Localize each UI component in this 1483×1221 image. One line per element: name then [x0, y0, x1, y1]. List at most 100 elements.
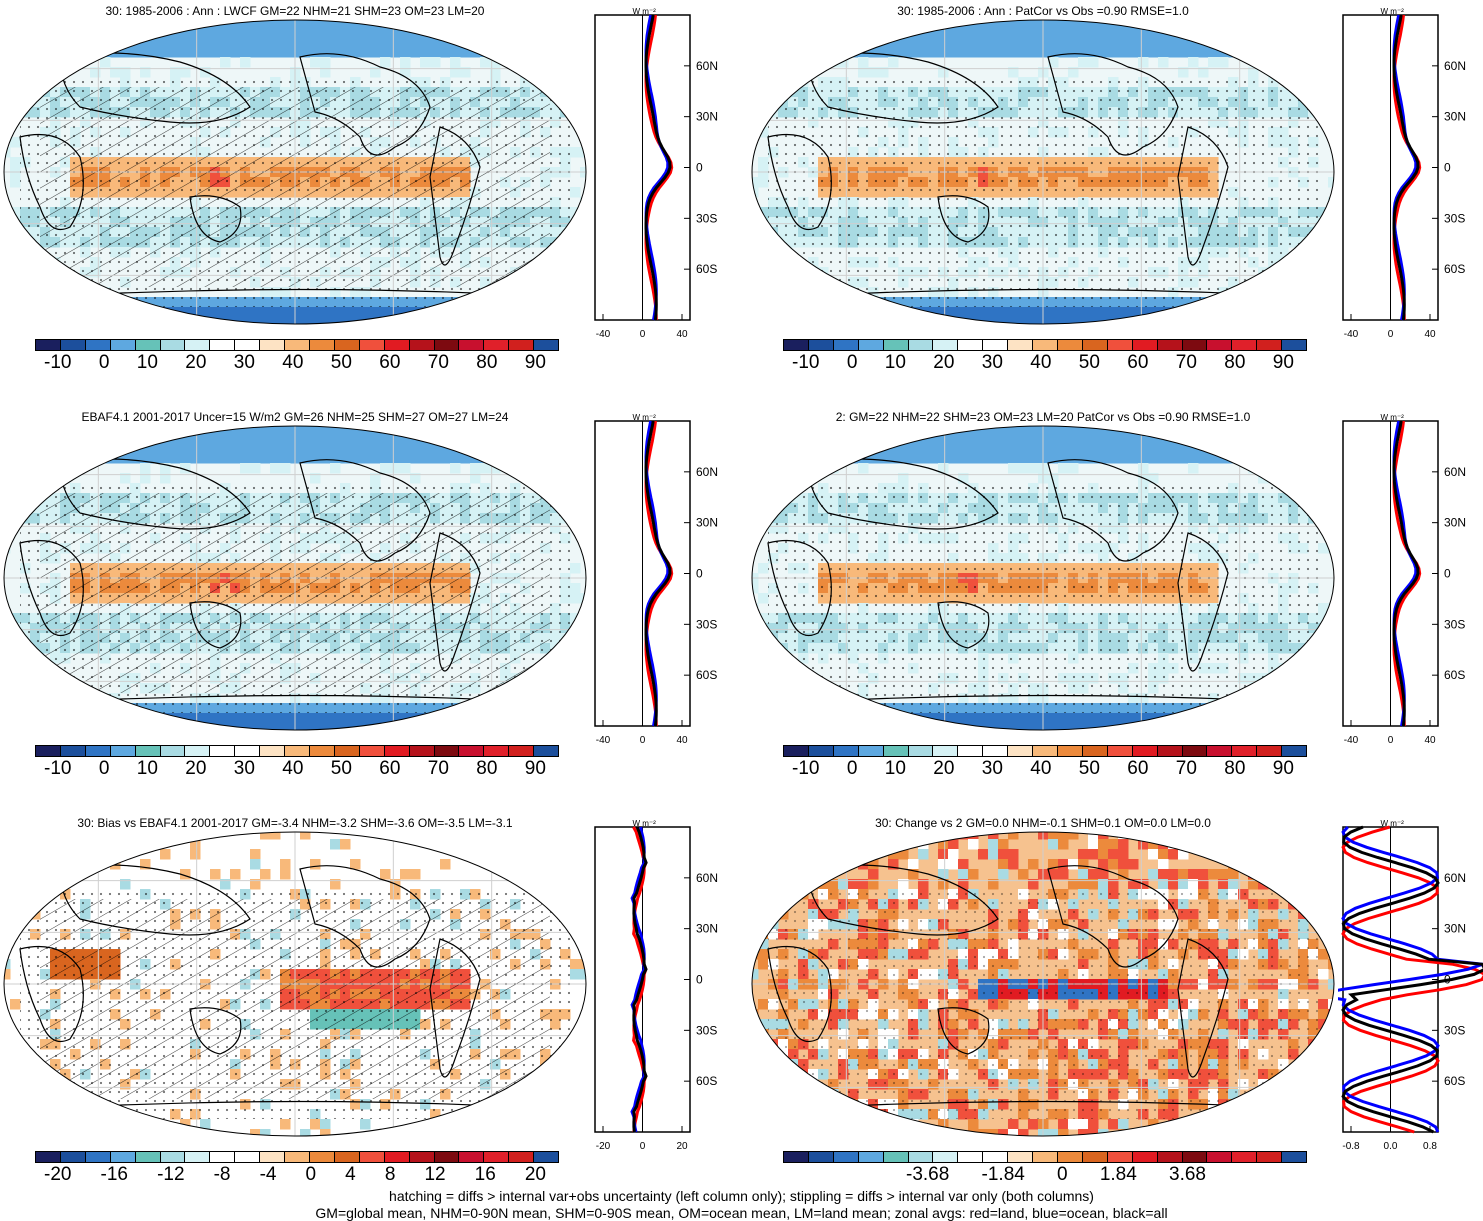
colorbar-swatch — [1082, 340, 1108, 350]
colorbar — [783, 1151, 1307, 1163]
zonal-unit-label: W m⁻² — [633, 819, 657, 828]
colorbar-swatch — [784, 746, 809, 756]
colorbar-swatch — [1182, 1152, 1208, 1162]
panel-title: EBAF4.1 2001-2017 Uncer=15 W/m2 GM=26 NH… — [81, 410, 509, 424]
colorbar-labels: -3.68 -1.84 0 1.84 3.68 — [906, 1164, 1206, 1186]
colorbar-swatch — [334, 746, 360, 756]
colorbar-swatch — [409, 340, 435, 350]
latitude-label: 60S — [696, 668, 717, 682]
zonal-mean-plot: W m⁻² 60N 30N 0 30S 60S -40 0 40 — [594, 7, 718, 340]
panel-title: 30: 1985-2006 : Ann : LWCF GM=22 NHM=21 … — [105, 4, 485, 18]
colorbar-tick-label: 10 — [884, 758, 906, 779]
colorbar-swatch — [85, 746, 111, 756]
colorbar-swatch — [1282, 746, 1307, 756]
latitude-label: 30S — [1444, 1023, 1465, 1037]
colorbar-swatch — [933, 1152, 959, 1162]
zonal-unit-label: W m⁻² — [1381, 819, 1405, 828]
latitude-label: 60S — [1444, 1074, 1465, 1088]
colorbar-swatch — [858, 340, 884, 350]
colorbar-swatch — [459, 746, 485, 756]
colorbar-tick-label: 40 — [1030, 758, 1052, 779]
colorbar-swatch — [509, 340, 535, 350]
colorbar-swatch — [384, 340, 410, 350]
colorbar-tick-label: 60 — [1127, 758, 1149, 779]
colorbar-swatch — [833, 1152, 859, 1162]
colorbar-swatch — [983, 340, 1009, 350]
colorbar-tick-label: 70 — [1175, 352, 1197, 373]
colorbar-swatch — [1232, 746, 1258, 756]
colorbar-swatch — [1257, 746, 1283, 756]
colorbar — [35, 339, 559, 351]
zonal-x-tick-label: 0.0 — [1384, 1141, 1398, 1152]
colorbar-swatch — [85, 1152, 111, 1162]
colorbar-swatch — [958, 746, 984, 756]
latitude-label: 30N — [696, 516, 718, 530]
colorbar-swatch — [1082, 1152, 1108, 1162]
colorbar-swatch — [1182, 746, 1208, 756]
colorbar-swatch — [1132, 1152, 1158, 1162]
zonal-x-tick-label: -40 — [1344, 735, 1359, 746]
colorbar-swatch — [1107, 340, 1133, 350]
colorbar-swatch — [534, 1152, 559, 1162]
colorbar-swatch — [983, 1152, 1009, 1162]
colorbar-labels: -10 0 10 20 30 40 50 60 70 80 90 — [44, 758, 546, 780]
colorbar-swatch — [1107, 746, 1133, 756]
colorbar-swatch — [334, 1152, 360, 1162]
colorbar-tick-label: 40 — [282, 758, 304, 779]
latitude-label: 60N — [1444, 59, 1466, 73]
colorbar-swatch — [808, 340, 834, 350]
colorbar-tick-label: 70 — [427, 352, 449, 373]
colorbar-tick-label: 30 — [233, 758, 255, 779]
latitude-label: 60S — [696, 1074, 717, 1088]
colorbar-swatch — [359, 340, 385, 350]
colorbar-tick-label: -10 — [44, 758, 72, 779]
latitude-label: 0 — [1444, 161, 1451, 175]
colorbar-tick-label: 80 — [1224, 758, 1246, 779]
colorbar — [783, 339, 1307, 351]
colorbar-swatch — [484, 746, 510, 756]
zonal-mean-plot: W m⁻² 60N 30N 0 30S 60S -20 0 20 — [594, 819, 718, 1152]
colorbar-swatch — [858, 1152, 884, 1162]
latitude-label: 0 — [696, 161, 703, 175]
colorbar-swatch — [285, 340, 310, 350]
latitude-label: 60S — [1444, 262, 1465, 276]
colorbar-swatch — [1207, 340, 1233, 350]
colorbar — [35, 745, 559, 757]
colorbar-swatch — [1033, 746, 1058, 756]
colorbar-swatch — [36, 340, 61, 350]
colorbar-swatch — [833, 746, 859, 756]
colorbar-tick-label: 0 — [846, 758, 858, 779]
map-panel-3: EBAF4.1 2001-2017 Uncer=15 W/m2 GM=26 NH… — [0, 406, 735, 796]
colorbar-swatch — [260, 340, 286, 350]
colorbar-tick-label: 10 — [136, 352, 158, 373]
colorbar-tick-label: 30 — [981, 758, 1003, 779]
colorbar-swatch — [933, 746, 959, 756]
colorbar-tick-label: 80 — [476, 352, 498, 373]
colorbar-swatch — [808, 1152, 834, 1162]
footer-line-1: hatching = diffs > internal var+obs unce… — [389, 1188, 1094, 1204]
latitude-label: 60N — [696, 465, 718, 479]
colorbar-swatch — [359, 746, 385, 756]
colorbar-swatch — [484, 1152, 510, 1162]
colorbar-swatch — [334, 340, 360, 350]
colorbar-tick-label: 60 — [379, 352, 401, 373]
colorbar-swatch — [409, 1152, 435, 1162]
zonal-unit-label: W m⁻² — [1381, 413, 1405, 422]
colorbar-swatch — [883, 746, 909, 756]
colorbar-swatch — [160, 746, 186, 756]
colorbar-swatch — [1182, 340, 1208, 350]
colorbar-labels: -10 0 10 20 30 40 50 60 70 80 90 — [792, 352, 1294, 374]
colorbar-tick-label: 20 — [933, 758, 955, 779]
colorbar-swatch — [784, 1152, 809, 1162]
zonal-mean-plot: W m⁻² 60N 30N 0 30S 60S -40 0 40 — [594, 413, 718, 746]
panel-title: 30: Change vs 2 GM=0.0 NHM=-0.1 SHM=0.1 … — [875, 816, 1211, 830]
colorbar-tick-label: 0 — [98, 352, 110, 373]
colorbar-swatch — [36, 746, 61, 756]
latitude-label: 30N — [696, 922, 718, 936]
panel-title: 2: GM=22 NHM=22 SHM=23 OM=23 LM=20 PatCo… — [835, 410, 1251, 424]
colorbar-swatch — [434, 1152, 460, 1162]
colorbar-tick-label: -10 — [792, 352, 820, 373]
latitude-label: 30S — [696, 1023, 717, 1037]
colorbar-swatch — [534, 746, 559, 756]
